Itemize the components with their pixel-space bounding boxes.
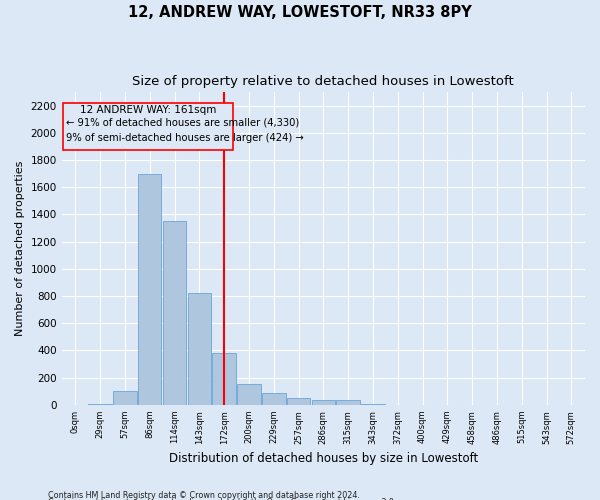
Bar bbox=[311, 400, 335, 405]
Bar bbox=[287, 398, 310, 405]
Bar bbox=[337, 400, 360, 405]
Bar bbox=[212, 353, 236, 405]
Bar bbox=[361, 404, 385, 405]
Text: Contains HM Land Registry data © Crown copyright and database right 2024.: Contains HM Land Registry data © Crown c… bbox=[48, 490, 360, 500]
X-axis label: Distribution of detached houses by size in Lowestoft: Distribution of detached houses by size … bbox=[169, 452, 478, 465]
Bar bbox=[188, 294, 211, 405]
Bar bbox=[113, 392, 137, 405]
Text: 12, ANDREW WAY, LOWESTOFT, NR33 8PY: 12, ANDREW WAY, LOWESTOFT, NR33 8PY bbox=[128, 5, 472, 20]
FancyBboxPatch shape bbox=[64, 103, 233, 150]
Bar bbox=[262, 392, 286, 405]
Bar bbox=[163, 221, 186, 405]
Title: Size of property relative to detached houses in Lowestoft: Size of property relative to detached ho… bbox=[133, 75, 514, 88]
Y-axis label: Number of detached properties: Number of detached properties bbox=[15, 161, 25, 336]
Bar bbox=[88, 404, 112, 405]
Text: Contains public sector information licensed under the Open Government Licence v3: Contains public sector information licen… bbox=[48, 498, 397, 500]
Text: 9% of semi-detached houses are larger (424) →: 9% of semi-detached houses are larger (4… bbox=[67, 132, 304, 142]
Text: ← 91% of detached houses are smaller (4,330): ← 91% of detached houses are smaller (4,… bbox=[67, 118, 299, 128]
Text: 12 ANDREW WAY: 161sqm: 12 ANDREW WAY: 161sqm bbox=[80, 106, 217, 116]
Bar bbox=[237, 384, 261, 405]
Bar bbox=[138, 174, 161, 405]
